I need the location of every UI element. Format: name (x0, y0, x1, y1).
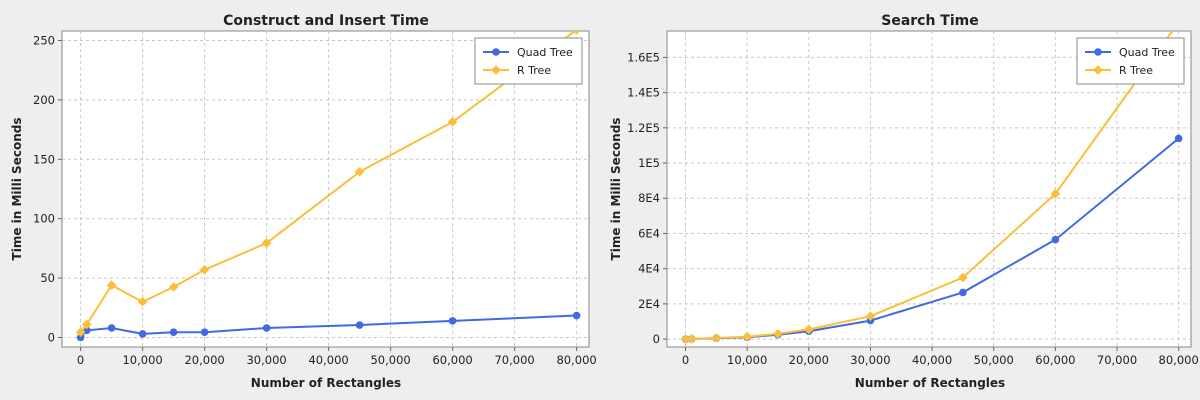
legend: Quad Tree R Tree (1076, 37, 1185, 85)
y-tick-label: 8E4 (638, 191, 660, 205)
data-point (1050, 189, 1061, 199)
data-point (76, 333, 85, 342)
y-axis-label: Time in Milli Seconds (10, 118, 24, 261)
data-point (106, 280, 117, 291)
x-tick-label: 50,000 (974, 353, 1014, 367)
legend-label: Quad Tree (1119, 46, 1175, 59)
data-point (200, 328, 209, 336)
series-line-quad-tree (79, 314, 577, 339)
series-line-r-tree (685, 31, 1174, 341)
data-point (199, 264, 210, 275)
data-point (168, 282, 179, 292)
y-tick-label: 150 (33, 152, 55, 166)
y-tick-label: 250 (33, 34, 55, 48)
x-tick-label: 80,000 (1159, 353, 1199, 367)
data-point (169, 328, 178, 336)
y-tick-label: 0 (653, 332, 660, 346)
data-point (75, 327, 86, 337)
data-point (865, 311, 876, 321)
data-point (803, 324, 814, 335)
x-tick-label: 80,000 (556, 353, 596, 367)
legend-marker (1094, 48, 1102, 56)
data-point (1174, 134, 1183, 143)
legend-marker (491, 65, 501, 75)
data-point (773, 328, 783, 339)
x-tick-label: 70,000 (1097, 353, 1137, 367)
data-point (262, 324, 271, 332)
data-point (448, 317, 457, 325)
y-tick-label: 0 (48, 330, 55, 344)
data-point (354, 166, 365, 177)
data-point (447, 117, 458, 127)
legend-box (1076, 37, 1185, 85)
data-point (137, 297, 148, 307)
x-tick-label: 20,000 (184, 353, 224, 367)
data-point (686, 334, 697, 344)
x-tick-label: 10,000 (122, 353, 162, 367)
y-tick-label: 6E4 (638, 226, 660, 240)
data-point (107, 324, 116, 332)
data-point (742, 331, 752, 342)
x-axis-label: Number of Rectangles (855, 376, 1005, 390)
legend-label: Quad Tree (517, 46, 573, 59)
data-point (711, 333, 722, 343)
data-point (355, 321, 364, 329)
x-tick-label: 10,000 (727, 353, 767, 367)
data-point (572, 31, 581, 35)
x-tick-label: 0 (682, 353, 689, 367)
y-tick-label: 50 (40, 271, 55, 285)
x-tick-label: 40,000 (308, 353, 348, 367)
y-axis-label: Time in Milli Seconds (609, 118, 623, 261)
legend-marker (1093, 65, 1103, 75)
y-tick-label: 1E5 (638, 156, 660, 170)
data-point (958, 272, 968, 283)
x-tick-label: 60,000 (1035, 353, 1075, 367)
y-tick-label: 2E4 (638, 297, 660, 311)
y-tick-label: 1.2E5 (627, 121, 660, 135)
legend-label: R Tree (1119, 64, 1153, 77)
x-tick-label: 70,000 (494, 353, 534, 367)
x-tick-label: 50,000 (370, 353, 410, 367)
construct-insert-chart: Construct and Insert Time 0 10,000 20,000 30… (10, 13, 597, 390)
x-tick-label: 30,000 (246, 353, 286, 367)
x-tick-label: 0 (77, 353, 84, 367)
legend-marker (492, 48, 500, 56)
y-tick-label: 100 (33, 212, 55, 226)
data-point (261, 238, 272, 248)
y-tick-label: 200 (33, 93, 55, 107)
y-tick-label: 1.4E5 (627, 86, 660, 100)
data-point (680, 334, 691, 344)
x-tick-label: 20,000 (789, 353, 829, 367)
data-point (572, 311, 581, 320)
legend: Quad Tree R Tree (474, 37, 583, 85)
legend-label: R Tree (517, 64, 551, 77)
series-line-r-tree (79, 31, 577, 333)
chart-title: Search Time (881, 13, 979, 29)
legend-box (474, 37, 583, 85)
data-point (1051, 235, 1060, 244)
search-time-chart: Search Time 0 10,000 20,000 30,000 40,000 50,0… (609, 13, 1199, 390)
data-point (138, 330, 147, 338)
data-point (82, 319, 92, 330)
x-tick-label: 60,000 (432, 353, 472, 367)
chart-title: Construct and Insert Time (223, 13, 429, 29)
data-point (959, 288, 967, 297)
y-tick-label: 1.6E5 (627, 50, 660, 64)
x-tick-label: 30,000 (850, 353, 890, 367)
series-group (680, 31, 1183, 344)
series-group (75, 31, 581, 342)
x-tick-label: 40,000 (912, 353, 952, 367)
y-tick-label: 4E4 (638, 262, 660, 276)
x-axis-label: Number of Rectangles (251, 376, 401, 390)
